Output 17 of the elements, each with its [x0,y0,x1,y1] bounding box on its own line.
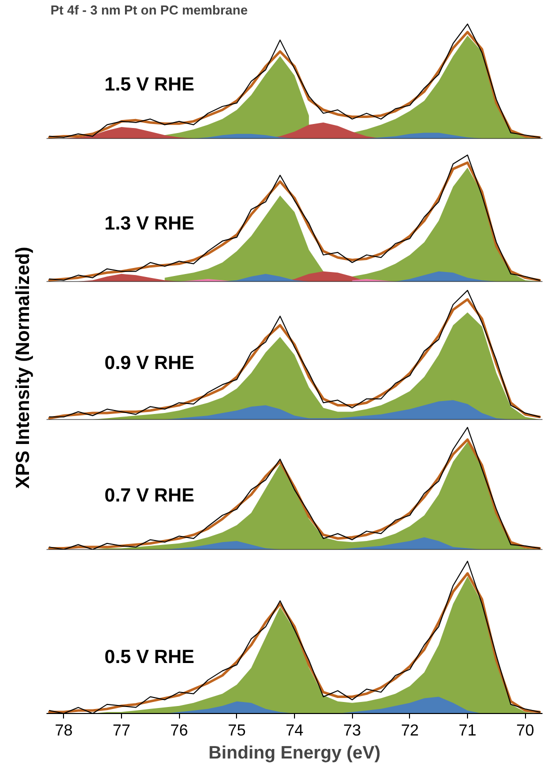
annotation: 0.5 V RHE [104,646,194,668]
x-axis-title: Binding Energy (eV) [208,742,381,762]
x-tick-label: 70 [516,722,534,740]
x-tick-label: 73 [343,722,362,740]
x-tick-label: 75 [228,722,246,740]
x-tick-label: 78 [54,722,73,740]
annotation: 1.3 V RHE [104,213,194,234]
annotation: 0.9 V RHE [104,352,194,374]
chart-title: Pt 4f - 3 nm Pt on PC membrane [50,2,248,18]
x-tick-label: 76 [170,722,188,740]
x-tick-label: 71 [458,722,477,740]
annotation: 1.5 V RHE [104,74,194,96]
x-tick-label: 74 [286,722,304,740]
annotation: 0.7 V RHE [104,486,194,507]
x-tick-label: 72 [400,722,419,740]
x-tick-label: 77 [112,722,130,740]
y-axis-title: XPS Intensity (Normalized) [13,246,34,489]
